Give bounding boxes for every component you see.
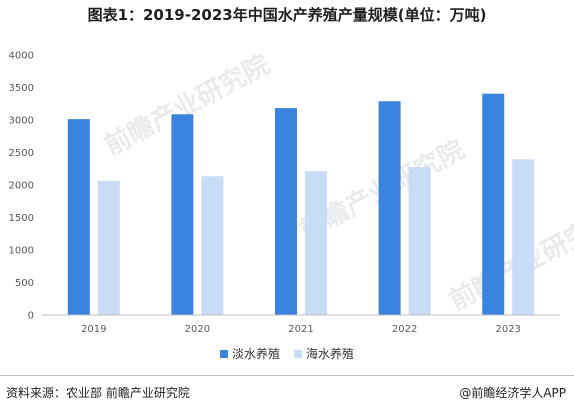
legend-label-marine: 海水养殖 xyxy=(306,347,355,361)
legend-item-marine: 海水养殖 xyxy=(294,345,354,362)
source-note: 资料来源：农业部 前瞻产业研究院 xyxy=(6,386,190,400)
bar-marine-2022 xyxy=(408,167,431,315)
x-tick-label: 2019 xyxy=(81,324,106,335)
bar-marine-2023 xyxy=(512,159,535,315)
bar-freshwater-2023 xyxy=(482,93,505,315)
x-axis: 2019 2020 2021 2022 2023 xyxy=(81,324,521,335)
legend: 淡水养殖 海水养殖 xyxy=(0,345,574,362)
y-tick-label: 1500 xyxy=(9,213,34,224)
brand-credit: @前瞻经济学人APP xyxy=(459,386,566,400)
legend-swatch-marine xyxy=(294,349,302,358)
y-tick-label: 4000 xyxy=(9,51,34,62)
legend-swatch-freshwater xyxy=(219,349,228,358)
bar-freshwater-2020 xyxy=(171,114,194,315)
chart-title: 图表1：2019-2023年中国水产养殖产量规模(单位：万吨) xyxy=(87,6,487,24)
legend-label-freshwater: 淡水养殖 xyxy=(231,347,280,361)
x-tick-label: 2020 xyxy=(185,324,210,335)
bar-freshwater-2022 xyxy=(378,101,401,315)
bar-chart: 0 500 1000 1500 2000 2500 3000 3500 4000 2019 202… xyxy=(9,51,560,335)
y-axis: 0 500 1000 1500 2000 2500 3000 3500 4000 xyxy=(9,51,34,322)
bar-freshwater-2021 xyxy=(275,108,297,315)
y-tick-label: 3000 xyxy=(9,116,34,127)
y-tick-label: 3500 xyxy=(9,83,34,94)
legend-item-freshwater: 淡水养殖 xyxy=(219,345,280,362)
y-tick-label: 0 xyxy=(28,311,34,322)
x-tick-label: 2022 xyxy=(392,324,417,335)
y-tick-label: 1000 xyxy=(9,246,34,257)
x-tick-label: 2021 xyxy=(288,324,313,335)
bar-marine-2020 xyxy=(201,176,224,315)
bar-marine-2021 xyxy=(305,171,327,315)
bar-marine-2019 xyxy=(97,180,120,315)
y-tick-label: 500 xyxy=(15,278,34,289)
x-tick-label: 2023 xyxy=(495,324,520,335)
y-tick-label: 2500 xyxy=(9,148,34,159)
bars xyxy=(67,93,535,315)
y-tick-label: 2000 xyxy=(9,181,34,192)
footer-divider xyxy=(0,375,574,376)
bar-freshwater-2019 xyxy=(67,119,90,315)
